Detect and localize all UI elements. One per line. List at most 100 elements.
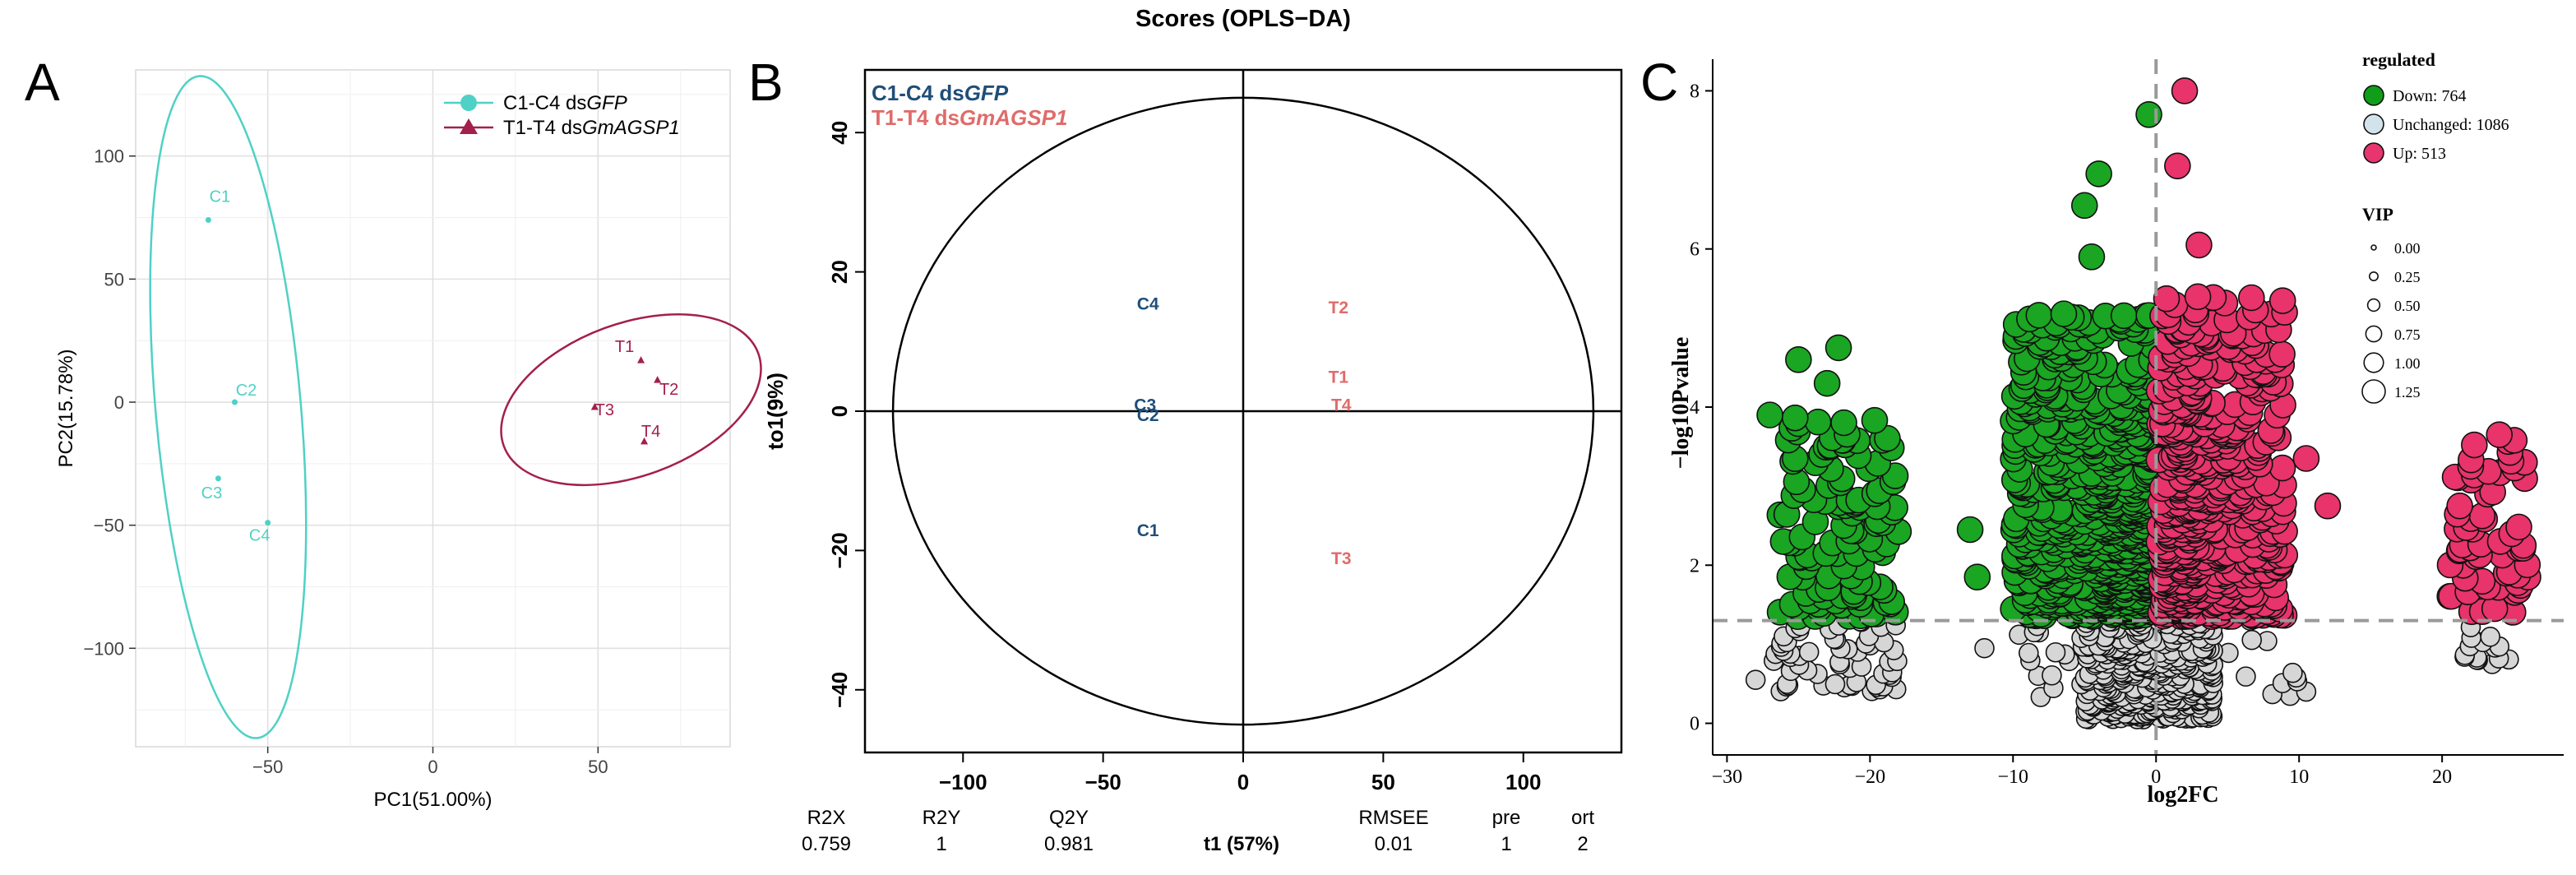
legend-label-prefix: C1-C4 ds	[872, 81, 964, 105]
panel-c-point-down	[2050, 300, 2078, 327]
panel-b-y-tick-label: 40	[827, 121, 852, 145]
panel-c-y-tick-label: 6	[1690, 239, 1700, 261]
panel-c-x-axis-label: log2FC	[2147, 782, 2218, 808]
panel-c-y-tick-label: 8	[1690, 81, 1700, 102]
panel-c-point-up	[2486, 421, 2514, 448]
panel-b-stats-value: 1	[936, 833, 946, 855]
panel-c-point-down	[1756, 401, 1783, 428]
panel-b-stats-value: 0.981	[1044, 833, 1094, 855]
panel-c-point-down	[2085, 160, 2112, 188]
panel-c-point-up	[2292, 445, 2320, 472]
panel-a-legend-label: T1-T4 dsGmAGSP1	[503, 117, 680, 139]
panel-c-legend-swatch	[2363, 113, 2384, 135]
panel-b-legend-label: T1-T4 dsGmAGSP1	[872, 105, 1067, 130]
panel-c-legend-label: Up: 513	[2393, 145, 2446, 163]
panel-a-point-marker	[654, 376, 662, 383]
panel-a-point-label: T3	[595, 401, 614, 419]
panel-a-point-marker	[265, 520, 271, 526]
panel-c-point-up	[2185, 231, 2213, 259]
panel-c-point-up	[2268, 340, 2296, 368]
panel-b-x-tick-label: 100	[1505, 770, 1541, 794]
panel-c-point-up	[2268, 454, 2296, 482]
panel-c-point-up	[2238, 284, 2265, 312]
panel-b-point-label: C2	[1137, 406, 1159, 425]
panel-c-regulated-legend: regulated Down: 764 Unchanged: 1086 Up: 513	[2362, 49, 2509, 164]
panel-b-letter: B	[748, 53, 784, 112]
panel-c-x-tick-label: −30	[1712, 766, 1743, 788]
legend-label-prefix: C1-C4 ds	[503, 92, 586, 114]
panel-b-point-label: T4	[1331, 396, 1352, 415]
panel-a-y-tick-label: 100	[94, 146, 124, 167]
panel-b-point-label: C4	[1137, 295, 1159, 314]
panel-c-point-down	[1830, 409, 1857, 437]
panel-b-stats-header: Q2Y	[1049, 807, 1089, 829]
panel-a-x-tick-label: 0	[428, 757, 437, 777]
panel-a-x-tick-label: −50	[252, 757, 283, 777]
panel-a-point-label: C1	[210, 188, 231, 206]
panel-b-point-label: T3	[1331, 549, 1352, 568]
panel-a-point-marker	[637, 356, 645, 363]
panel-a-letter: A	[25, 53, 60, 112]
panel-c-point-down	[2070, 192, 2098, 220]
panel-b-stats-header: R2Y	[923, 807, 961, 829]
panel-a-y-tick-label: 0	[114, 392, 124, 413]
panel-a-y-tick-label: 50	[104, 269, 124, 289]
panel-c-x-tick-label: −10	[1998, 766, 2029, 788]
panel-b-hotelling-ellipse	[891, 96, 1595, 726]
panel-c-y-tick-label: 4	[1690, 397, 1700, 419]
panel-c-point-unchanged	[1798, 641, 1820, 663]
panel-a-point-label: T4	[641, 423, 660, 441]
panel-b-y-tick-label: 0	[827, 405, 852, 417]
panel-a-legend-marker	[460, 95, 477, 111]
panel-b-y-axis-label: to1(9%)	[763, 373, 788, 450]
panel-c-point-up	[2184, 283, 2212, 311]
panel-a-y-axis-label: PC2(15.78%)	[55, 349, 77, 467]
panel-c-x-tick-label: 0	[2151, 766, 2161, 788]
panel-c-legend-label: Unchanged: 1086	[2393, 116, 2509, 134]
panel-c-point-unchanged	[2042, 664, 2062, 686]
panel-a-y-tick-label: −100	[83, 638, 124, 659]
panel-c-size-legend-label: 0.25	[2394, 269, 2421, 285]
legend-label-gene: GFP	[586, 92, 627, 114]
panel-a-point-label: C4	[249, 527, 271, 545]
panel-c-point-down	[1781, 404, 1809, 432]
panel-c-point-down	[1785, 346, 1812, 373]
panel-c-x-tick-label: −20	[1855, 766, 1886, 788]
panel-b-stats-value: 2	[1577, 833, 1588, 855]
panel-a-point-marker	[641, 437, 649, 445]
panel-a-pca-plot: A −50 0 50 100 50 0 −50 −100 PC1(51.00%) PC2(15.7…	[25, 53, 762, 811]
panel-b-point-label: C3	[1134, 396, 1156, 415]
panel-c-data-points	[1745, 77, 2541, 730]
panel-a-point-label: C2	[236, 382, 257, 400]
panel-c-size-legend-label: 1.00	[2394, 355, 2421, 372]
panel-b-point-label: T1	[1329, 368, 1349, 387]
panel-b-y-tick-label: −40	[827, 672, 852, 708]
panel-c-size-legend-title: VIP	[2362, 204, 2393, 225]
panel-c-point-unchanged	[1745, 669, 1766, 690]
panel-c-point-unchanged	[2480, 627, 2500, 647]
panel-c-volcano-plot: C −30 −20 −10 0 10 20 0 2 4 6 8 log2FC −log10Pvalue r…	[1640, 49, 2564, 808]
panel-a-point-label: T2	[659, 381, 678, 399]
panel-a-confidence-ellipse	[149, 75, 308, 739]
panel-b-stats-header: RMSEE	[1358, 807, 1428, 829]
panel-c-point-down	[1956, 516, 1984, 544]
legend-label-gene: GFP	[964, 81, 1009, 105]
panel-b-x-tick-label: 50	[1371, 770, 1395, 794]
legend-label-gene: GmAGSP1	[960, 105, 1068, 130]
panel-c-point-up	[2314, 492, 2342, 520]
panel-b-y-tick-label: 20	[827, 260, 852, 284]
panel-c-y-tick-label: 2	[1690, 555, 1700, 576]
panel-c-size-legend-circle	[2366, 298, 2381, 312]
panel-a-point-marker	[232, 399, 238, 405]
panel-a-x-axis-label: PC1(51.00%)	[373, 789, 492, 811]
panel-c-point-up	[2153, 285, 2181, 312]
panel-c-point-up	[2164, 152, 2191, 180]
panel-c-point-up	[2505, 513, 2532, 541]
panel-c-letter: C	[1640, 53, 1678, 112]
panel-c-legend-title: regulated	[2362, 49, 2435, 70]
panel-c-point-down	[1813, 369, 1841, 397]
panel-b-x-axis-label: t1 (57%)	[1204, 833, 1279, 855]
